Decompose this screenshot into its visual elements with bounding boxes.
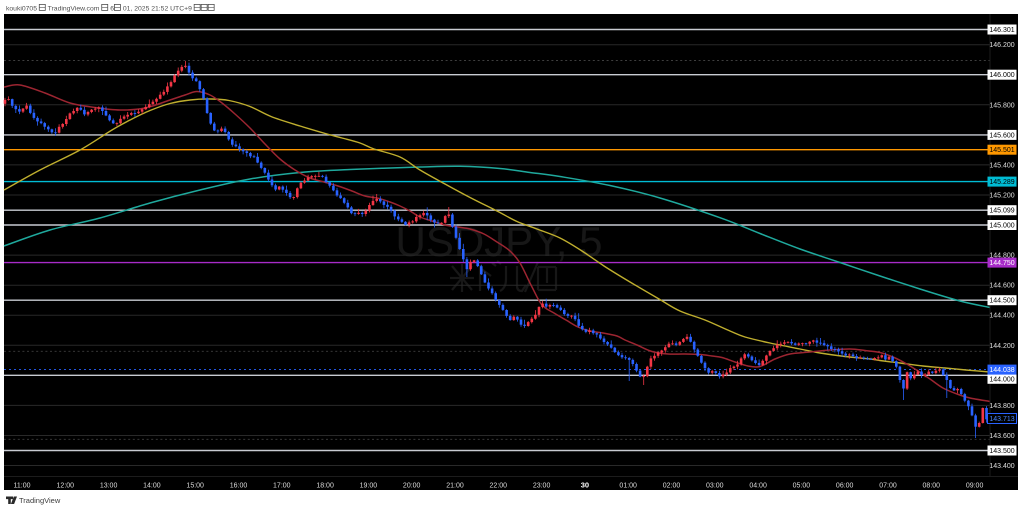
svg-text:22:00: 22:00 — [490, 483, 508, 490]
svg-text:TradingView.com: TradingView.com — [46, 6, 101, 13]
svg-text:USDJPY, 5: USDJPY, 5 — [396, 218, 603, 265]
svg-text:145.099: 145.099 — [989, 208, 1014, 215]
svg-text:6: 6 — [108, 6, 114, 13]
svg-text:16:00: 16:00 — [230, 483, 248, 490]
svg-text:30: 30 — [581, 481, 589, 490]
svg-text:145.000: 145.000 — [989, 223, 1014, 230]
svg-text:21:00: 21:00 — [446, 483, 464, 490]
svg-text:146.000: 146.000 — [989, 72, 1014, 79]
svg-text:144.500: 144.500 — [989, 298, 1014, 305]
svg-text:144.600: 144.600 — [989, 283, 1014, 290]
svg-text:144.038: 144.038 — [989, 367, 1014, 374]
svg-text:143.600: 143.600 — [989, 433, 1014, 440]
svg-text:13:00: 13:00 — [100, 483, 118, 490]
svg-text:12:00: 12:00 — [57, 483, 75, 490]
svg-text:144.750: 144.750 — [989, 260, 1014, 267]
svg-text:08:00: 08:00 — [923, 483, 941, 490]
svg-text:145.800: 145.800 — [989, 102, 1014, 109]
svg-text:09:00: 09:00 — [966, 483, 984, 490]
svg-text:17:00: 17:00 — [273, 483, 291, 490]
svg-text:145.400: 145.400 — [989, 162, 1014, 169]
svg-text:03:00: 03:00 — [706, 483, 724, 490]
svg-text:145.600: 145.600 — [989, 132, 1014, 139]
svg-text:144.800: 144.800 — [989, 253, 1014, 260]
svg-text:06:00: 06:00 — [836, 483, 854, 490]
svg-text:19:00: 19:00 — [360, 483, 378, 490]
svg-text:20:00: 20:00 — [403, 483, 421, 490]
svg-text:02:00: 02:00 — [663, 483, 681, 490]
svg-text:143.500: 143.500 — [989, 448, 1014, 455]
svg-text:TradingView: TradingView — [19, 496, 61, 505]
svg-text:146.200: 146.200 — [989, 42, 1014, 49]
svg-text:18:00: 18:00 — [316, 483, 334, 490]
svg-text:145.200: 145.200 — [989, 193, 1014, 200]
svg-text:15:00: 15:00 — [186, 483, 204, 490]
svg-text:144.000: 144.000 — [989, 376, 1014, 383]
svg-text:05:00: 05:00 — [793, 483, 811, 490]
svg-text:145.501: 145.501 — [989, 147, 1014, 154]
svg-text:144.400: 144.400 — [989, 313, 1014, 320]
svg-text:143.713: 143.713 — [989, 416, 1014, 423]
svg-text:23:00: 23:00 — [533, 483, 551, 490]
svg-text:143.400: 143.400 — [989, 463, 1014, 470]
svg-text:143.800: 143.800 — [989, 403, 1014, 410]
svg-text:07:00: 07:00 — [879, 483, 897, 490]
svg-text:kouki0705: kouki0705 — [6, 6, 39, 13]
svg-text:04:00: 04:00 — [749, 483, 767, 490]
svg-text:14:00: 14:00 — [143, 483, 161, 490]
svg-text:146.301: 146.301 — [989, 27, 1014, 34]
svg-text:01:00: 01:00 — [619, 483, 637, 490]
svg-text:144.200: 144.200 — [989, 343, 1014, 350]
svg-text:11:00: 11:00 — [14, 483, 31, 490]
svg-text:01, 2025 21:52 UTC+9: 01, 2025 21:52 UTC+9 — [121, 6, 194, 13]
svg-text:145.289: 145.289 — [989, 179, 1014, 186]
